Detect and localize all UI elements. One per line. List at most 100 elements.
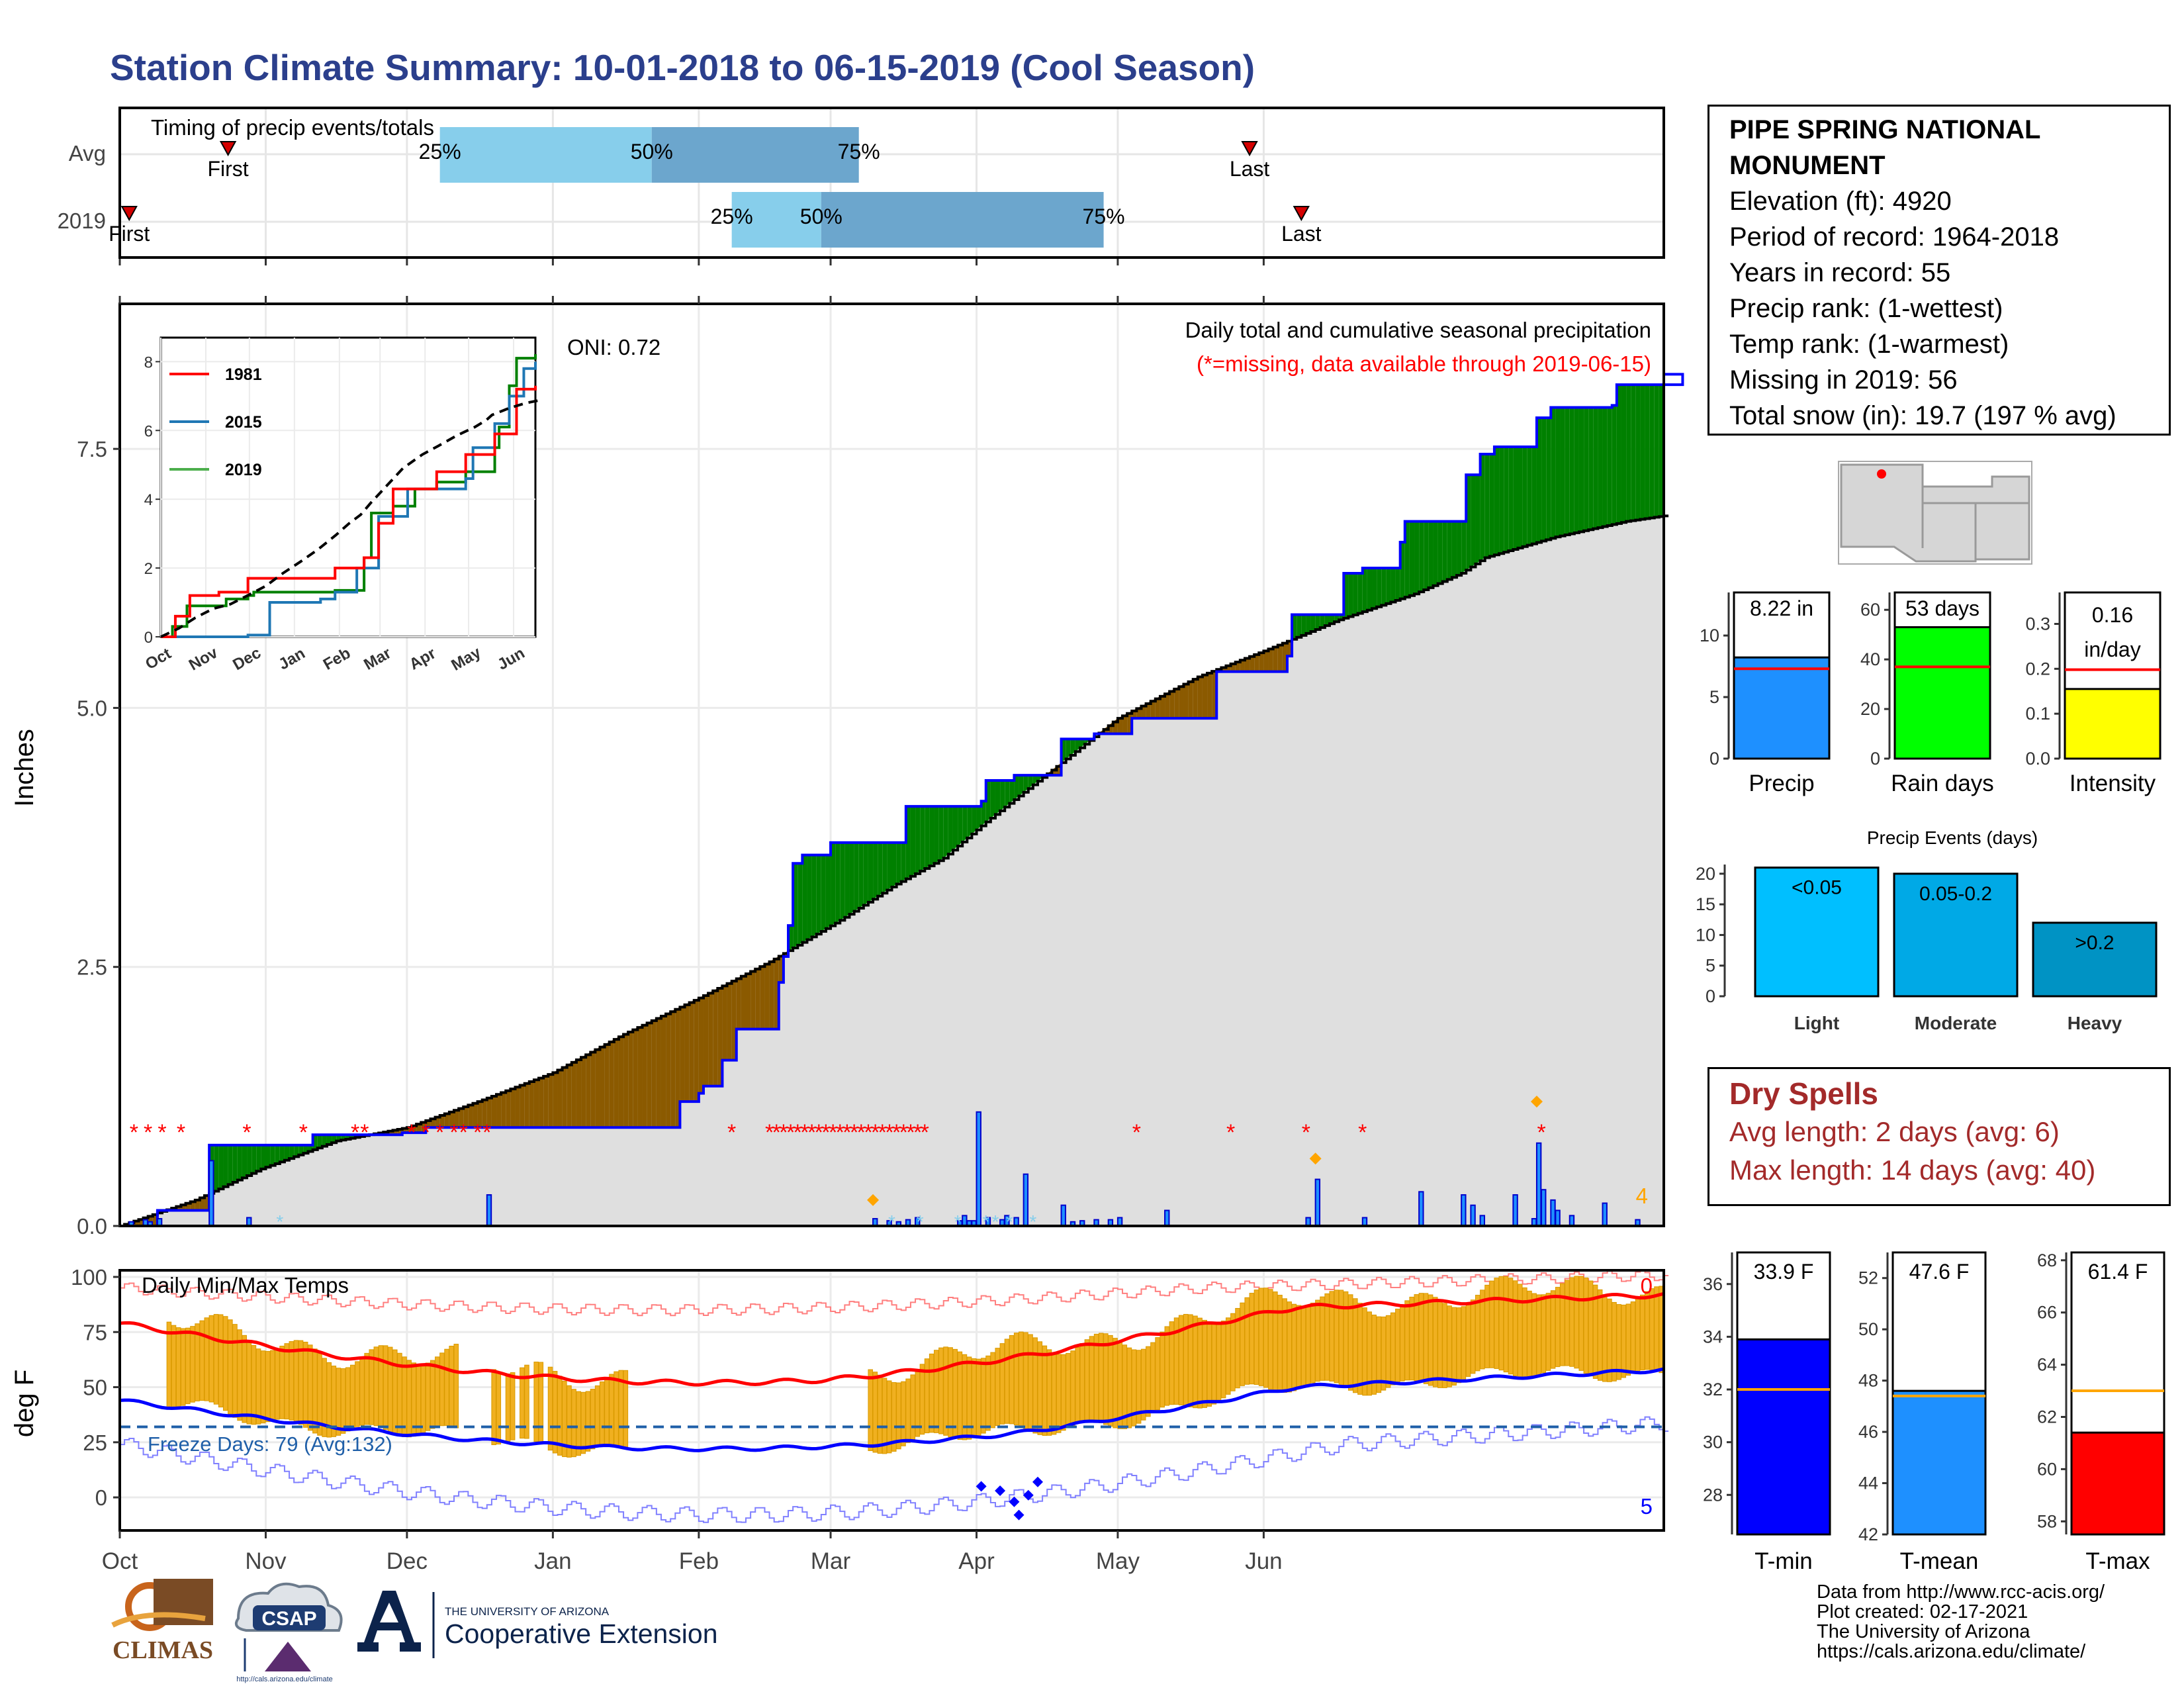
temp-daily-range-bar: [590, 1389, 596, 1450]
precip-deficit-segment: [529, 1080, 534, 1128]
temp-daily-range-bar: [1569, 1277, 1574, 1367]
temp-daily-range-bar: [901, 1381, 906, 1446]
temp-daily-range-bar: [1329, 1291, 1335, 1382]
temp-daily-range-bar: [1583, 1277, 1589, 1374]
precip-max-marker-2: [1530, 1096, 1543, 1108]
precip-daily-bar: [1418, 1191, 1424, 1227]
temp-daily-range-bar: [547, 1366, 553, 1451]
inset-ytick-label-1: 2: [144, 560, 153, 578]
temp-daily-range-bar: [1527, 1290, 1532, 1378]
precip-surplus-segment: [1635, 385, 1641, 520]
precip-missing-marker: *: [435, 1120, 444, 1145]
precip-missing-marker: *: [800, 1120, 809, 1145]
temp-daily-range-bar: [976, 1358, 981, 1436]
logos-strip: CLIMAS CSAP http://cals.arizona.edu/clim…: [111, 1579, 718, 1683]
precip-deficit-segment: [666, 1011, 671, 1128]
summary-bar-0: [1733, 656, 1831, 760]
temp-daily-range-bar: [1376, 1316, 1382, 1393]
precip-missing-marker: *: [815, 1120, 823, 1145]
precip-deficit-segment: [1193, 677, 1198, 719]
timing-first-marker-avg: [219, 141, 237, 157]
temp-daily-range-bar: [1193, 1315, 1198, 1409]
precip-surplus-segment: [849, 842, 854, 915]
precip-missing-marker: *: [892, 1120, 901, 1145]
precip-surplus-segment: [1080, 739, 1085, 748]
precip-deficit-segment: [670, 1009, 676, 1128]
events-bar-label-1: 0.05-0.2: [1919, 883, 1992, 905]
precip-deficit-segment: [1202, 673, 1208, 719]
precip-panel: * * * * * * * * * * * * * * * * *********************** *…: [10, 296, 1684, 1239]
oni-label: ONI: 0.72: [567, 335, 660, 359]
precip-missing-marker: *: [360, 1120, 369, 1145]
temp-daily-range-bar: [896, 1382, 901, 1450]
chart-title: Station Climate Summary: 10-01-2018 to 0…: [110, 47, 1255, 88]
temp-daily-range-bar: [1216, 1322, 1222, 1402]
temp-daily-range-bar: [237, 1329, 242, 1421]
precip-surplus-segment: [1433, 521, 1438, 586]
precip-missing-marker: *: [459, 1120, 468, 1145]
precip-missing-marker: *: [473, 1120, 482, 1145]
precip-snow-marker: *: [1029, 1211, 1036, 1232]
temp-daily-range-bar: [877, 1374, 883, 1454]
temp-daily-range-bar: [1042, 1345, 1048, 1436]
precip-surplus-segment: [1357, 573, 1363, 614]
temp-daily-range-bar: [1169, 1321, 1175, 1405]
precip-deficit-segment: [647, 1020, 652, 1128]
events-category-0: Light: [1794, 1013, 1839, 1033]
precip-surplus-segment: [1522, 446, 1527, 547]
timing-pct-label-avg-1: 50%: [631, 140, 673, 164]
timing-pct-label-2019-2: 75%: [1083, 205, 1125, 228]
temp-daily-range-bar: [444, 1348, 449, 1426]
temp-daily-range-bar: [171, 1325, 177, 1409]
precip-missing-marker: *: [842, 1120, 851, 1145]
summary-value-label-1: 53 days: [1905, 596, 1979, 620]
temp-daily-range-bar: [1140, 1348, 1146, 1421]
precip-surplus-segment: [1546, 418, 1551, 540]
temp-daily-range-bar: [1310, 1302, 1316, 1383]
precip-missing-marker: *: [794, 1120, 802, 1145]
precip-daily-bar: [976, 1111, 981, 1227]
precip-surplus-segment: [232, 1145, 238, 1183]
temp-summary-tick-label-1-3: 48: [1858, 1371, 1878, 1391]
precip-deficit-segment: [727, 981, 732, 1060]
credits-line2: Plot created: 02-17-2021: [1817, 1601, 2028, 1622]
timing-last-marker-2019: [1293, 206, 1310, 222]
precip-surplus-segment: [1424, 521, 1429, 590]
climas-logo-swoosh: [111, 1612, 206, 1628]
temp-daily-range-bar: [571, 1389, 576, 1458]
precip-surplus-segment: [825, 855, 831, 929]
summary-tick-label-0-1: 5: [1709, 687, 1719, 707]
temp-summary-bar-0: [1736, 1338, 1831, 1536]
precip-surplus-segment: [1593, 407, 1598, 529]
temp-panel-label: Daily Min/Max Temps: [142, 1273, 349, 1297]
precip-surplus-segment: [1631, 385, 1636, 521]
precip-surplus-segment: [1612, 405, 1617, 525]
temp-daily-range-bar: [1475, 1295, 1480, 1372]
temp-daily-range-bar: [594, 1385, 600, 1448]
temp-daily-range-bar: [938, 1347, 944, 1434]
precip-deficit-segment: [515, 1085, 520, 1128]
precip-missing-marker: *: [899, 1120, 908, 1145]
precip-deficit-segment: [680, 1004, 685, 1102]
temp-daily-range-bar: [1093, 1333, 1099, 1422]
precip-deficit-segment: [689, 1000, 694, 1102]
temp-daily-range-bar: [1037, 1341, 1043, 1435]
temp-daily-range-bar: [1056, 1354, 1062, 1433]
precip-deficit-segment: [595, 1047, 600, 1128]
temp-daily-range-bar: [312, 1348, 318, 1434]
summary-value-label-0: 8.22 in: [1750, 596, 1813, 620]
precip-surplus-segment: [854, 842, 859, 912]
precip-deficit-segment: [553, 1070, 558, 1128]
temp-summary-tick-label-1-5: 52: [1858, 1268, 1878, 1288]
temp-daily-range-bar: [1654, 1286, 1659, 1372]
precip-deficit-segment: [703, 993, 709, 1086]
temp-daily-range-bar: [1244, 1297, 1250, 1385]
precip-surplus-segment: [882, 842, 887, 894]
temp-record-low-marker-3: [1023, 1489, 1034, 1501]
temp-daily-range-bar: [336, 1368, 341, 1436]
precip-surplus-segment: [1536, 418, 1542, 543]
precip-deficit-segment: [736, 976, 741, 1029]
precip-ytick-label-1: 2.5: [77, 955, 107, 980]
precip-daily-bar: [486, 1194, 492, 1227]
